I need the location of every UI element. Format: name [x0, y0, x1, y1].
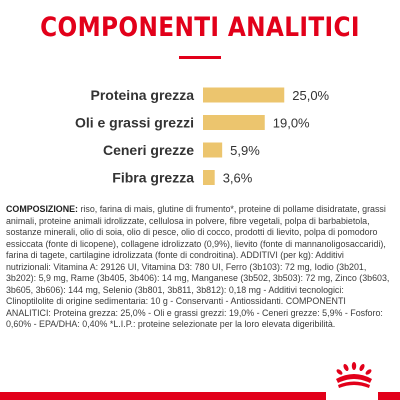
- bar: [203, 170, 215, 185]
- category-label: Proteina grezza: [91, 87, 195, 103]
- value-label: 5,9%: [230, 143, 260, 158]
- page-title: COMPONENTI ANALITICI: [40, 12, 360, 43]
- bar: [203, 115, 265, 130]
- bar: [203, 87, 285, 103]
- value-label: 25,0%: [292, 88, 329, 103]
- composition-block: COMPOSIZIONE: riso, farina di mais, glut…: [6, 204, 390, 331]
- footer-line: [0, 392, 400, 400]
- category-label: Fibra grezza: [112, 170, 194, 186]
- bar: [203, 142, 223, 158]
- composition-heading: COMPOSIZIONE:: [6, 204, 78, 214]
- composition-text: riso, farina di mais, glutine di frument…: [6, 204, 390, 329]
- value-label: 3,6%: [223, 171, 253, 186]
- royal-canin-crown-icon: [336, 362, 372, 388]
- category-label: Ceneri grezze: [103, 142, 194, 158]
- title-underline: [179, 56, 221, 59]
- footer-line-gap: [326, 392, 378, 400]
- value-label: 19,0%: [273, 116, 310, 131]
- category-label: Oli e grassi grezzi: [75, 115, 194, 131]
